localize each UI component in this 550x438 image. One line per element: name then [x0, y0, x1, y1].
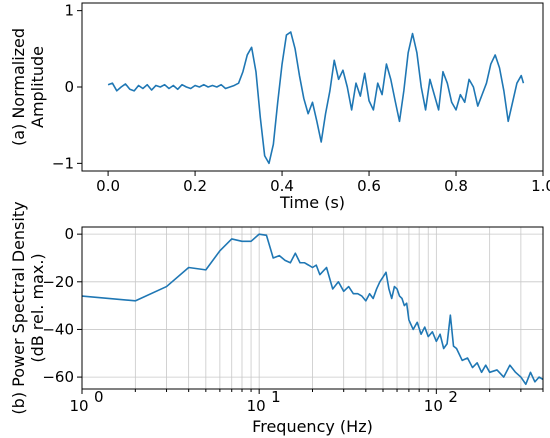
y-axis-label-line: (a) Normalized: [9, 28, 28, 146]
x-tick-label: 0.0: [96, 177, 120, 195]
y-axis-label-line: (b) Power Spectral Density: [9, 201, 28, 414]
y-axis-label: (a) NormalizedAmplitude: [9, 28, 47, 146]
y-tick-label: −20: [42, 273, 74, 291]
x-tick-label: 0.4: [270, 177, 294, 195]
x-tick-label: 10: [69, 397, 88, 415]
y-tick-label: −40: [42, 320, 74, 338]
x-tick-exponent: 0: [94, 388, 104, 406]
x-axis-label: Frequency (Hz): [252, 417, 373, 436]
x-tick-exponent: 1: [271, 388, 281, 406]
y-axis-label: (b) Power Spectral Density(dB rel. max.): [9, 201, 47, 414]
x-tick-exponent: 2: [448, 388, 458, 406]
y-tick-label: 0: [64, 225, 74, 243]
x-tick-label: 0.6: [357, 177, 381, 195]
psd-panel: 10 0 10 1 10 2 0 −20 −40 −60 Frequency (Hz) (b) Pow…: [9, 201, 544, 436]
y-axis-label-line: (dB rel. max.): [28, 253, 47, 362]
y-tick-label: 0: [64, 78, 74, 96]
y-axis-label-line: Amplitude: [28, 46, 47, 128]
y-tick-label: 1: [64, 2, 74, 20]
data-series-line: [107, 31, 525, 165]
x-tick-label: 1.0: [531, 177, 550, 195]
data-series-line: [81, 233, 544, 386]
x-tick-label: 10: [424, 397, 443, 415]
y-tick-label: −60: [42, 368, 74, 386]
x-tick-label: 0.8: [444, 177, 468, 195]
amplitude-panel: 0.0 0.2 0.4 0.6 0.8 1.0 1 0 −1 Time (s) (a) Normal…: [9, 2, 550, 212]
x-tick-label: 10: [247, 397, 266, 415]
y-tick-label: −1: [52, 154, 74, 172]
x-tick-label: 0.2: [183, 177, 207, 195]
x-axis-label: Time (s): [279, 193, 345, 212]
